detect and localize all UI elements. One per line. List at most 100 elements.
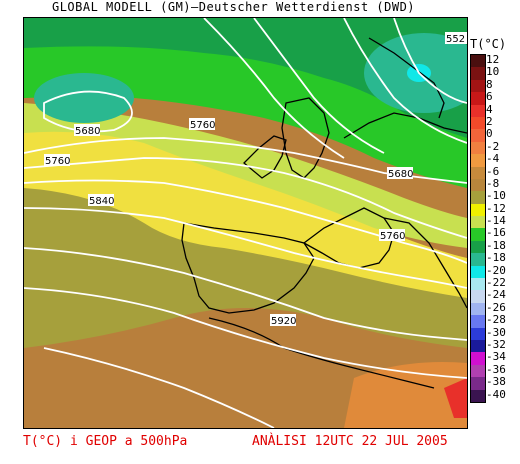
map-canvas: 5680 5760 5760 5840 5680 5760 5920 552 bbox=[24, 18, 467, 428]
legend-swatch bbox=[471, 315, 485, 328]
legend-swatch bbox=[471, 104, 485, 117]
legend-swatch bbox=[471, 290, 485, 303]
contour-north-c bbox=[343, 18, 467, 144]
contour-labels: 5680 5760 5760 5840 5680 5760 5920 552 bbox=[44, 32, 467, 327]
contour-label-5680-w: 5680 bbox=[75, 126, 100, 137]
legend-swatch bbox=[471, 191, 485, 204]
legend-swatch bbox=[471, 92, 485, 105]
legend-swatch bbox=[471, 253, 485, 266]
legend-label: -22 bbox=[486, 276, 506, 290]
legend-label: -18 bbox=[486, 251, 506, 265]
contour-label-5760-n: 5760 bbox=[190, 120, 215, 131]
legend-label: 8 bbox=[486, 77, 493, 91]
legend-swatch bbox=[471, 79, 485, 93]
legend-label: -40 bbox=[486, 387, 506, 401]
legend-swatch bbox=[471, 129, 485, 142]
footer-analysis-time: ANÀLISI 12UTC 22 JUL 2005 bbox=[252, 434, 448, 449]
legend-label: -30 bbox=[486, 325, 506, 339]
legend-label: -18 bbox=[486, 238, 506, 252]
ireland-outline bbox=[243, 135, 287, 179]
france-outline bbox=[302, 207, 395, 269]
contour-label-5920: 5920 bbox=[271, 316, 296, 327]
legend-label: -24 bbox=[486, 288, 506, 302]
legend-label: -10 bbox=[486, 189, 506, 203]
legend-swatch bbox=[471, 141, 485, 155]
legend-label: -8 bbox=[486, 176, 500, 190]
legend-swatch bbox=[471, 278, 485, 291]
legend-label: -14 bbox=[486, 214, 506, 228]
legend-label: -36 bbox=[486, 362, 506, 376]
contour-label-552: 552 bbox=[446, 34, 465, 45]
contour-5760-b bbox=[24, 179, 467, 264]
legend-label: -6 bbox=[486, 164, 500, 178]
geopotential-contours bbox=[24, 18, 467, 428]
contour-south-b bbox=[43, 347, 275, 428]
north-africa-coast bbox=[208, 317, 435, 389]
legend-swatch bbox=[471, 166, 485, 179]
legend-label: 4 bbox=[486, 102, 493, 116]
legend-label: -12 bbox=[486, 201, 506, 215]
coastlines bbox=[181, 37, 467, 389]
legend-swatch bbox=[471, 327, 485, 340]
legend-label: -26 bbox=[486, 300, 506, 314]
legend-swatch bbox=[471, 55, 485, 68]
legend-swatch bbox=[471, 240, 485, 254]
temperature-legend: 12 10 8 6 4 2 0 -2 -4 -6 -8 -10 -12 -14 -16 -18 -18 -20 -2… bbox=[470, 36, 520, 403]
contour-north-a bbox=[203, 18, 345, 159]
legend-label: 0 bbox=[486, 127, 493, 141]
legend-swatch bbox=[471, 216, 485, 229]
north-europe-coast bbox=[343, 112, 467, 139]
cold-core-west bbox=[34, 73, 134, 123]
scandinavia-outline bbox=[368, 37, 445, 119]
italy-west-coast bbox=[383, 217, 467, 309]
region-temp-minus-4 bbox=[344, 362, 467, 428]
legend-title: T(°C) bbox=[470, 37, 507, 51]
legend-label: -38 bbox=[486, 375, 506, 389]
contour-label-5760-e: 5760 bbox=[380, 231, 405, 242]
legend-label: -20 bbox=[486, 263, 506, 277]
contour-label-5760-w: 5760 bbox=[45, 156, 70, 167]
contour-north-d bbox=[393, 18, 467, 104]
legend-label: 10 bbox=[486, 65, 500, 79]
legend-swatch bbox=[471, 178, 485, 192]
legend-swatch bbox=[471, 116, 485, 130]
contour-label-5840: 5840 bbox=[89, 196, 114, 207]
legend-label: -32 bbox=[486, 337, 506, 351]
iberian-peninsula-outline bbox=[181, 222, 315, 314]
legend-swatch bbox=[471, 352, 485, 365]
region-temp-minus-12 bbox=[24, 127, 467, 299]
contour-low-west bbox=[43, 90, 133, 133]
legend-label: -16 bbox=[486, 226, 506, 240]
legend-swatch bbox=[471, 364, 485, 378]
legend-color-bar bbox=[470, 54, 486, 403]
legend-label: -34 bbox=[486, 350, 506, 364]
legend-swatch bbox=[471, 389, 485, 402]
legend-swatch bbox=[471, 203, 485, 217]
legend-label: 12 bbox=[486, 53, 500, 66]
legend-label: 6 bbox=[486, 90, 493, 104]
region-temp-0 bbox=[444, 378, 467, 418]
contour-label-5680-e: 5680 bbox=[388, 169, 413, 180]
contour-5840 bbox=[24, 207, 467, 289]
contour-south-a bbox=[24, 287, 467, 379]
legend-label: 2 bbox=[486, 114, 493, 128]
legend-swatch bbox=[471, 377, 485, 390]
legend-label: -4 bbox=[486, 152, 500, 166]
contour-north-b bbox=[253, 18, 385, 154]
legend-swatch bbox=[471, 302, 485, 316]
legend-swatch bbox=[471, 265, 485, 279]
footer-variable-label: T(°C) i GEOP a 500hPa bbox=[23, 434, 188, 449]
legend-labels: 12 10 8 6 4 2 0 -2 -4 -6 -8 -10 -12 -14 -16 -18 -18 -20 -2… bbox=[486, 53, 506, 401]
great-britain-outline bbox=[281, 97, 330, 179]
region-temp-minus-18 bbox=[24, 18, 467, 138]
legend-swatch bbox=[471, 67, 485, 80]
contour-5760-a bbox=[24, 157, 467, 239]
legend-swatch bbox=[471, 154, 485, 167]
map-title: GLOBAL MODELL (GM)–Deutscher Wetterdiens… bbox=[51, 0, 416, 14]
legend-swatch bbox=[471, 228, 485, 241]
weather-map: 5680 5760 5760 5840 5680 5760 5920 552 bbox=[23, 17, 468, 429]
contour-5920 bbox=[24, 247, 467, 341]
legend-label: -28 bbox=[486, 313, 506, 327]
legend-swatch bbox=[471, 339, 485, 353]
legend-label: -2 bbox=[486, 139, 500, 153]
